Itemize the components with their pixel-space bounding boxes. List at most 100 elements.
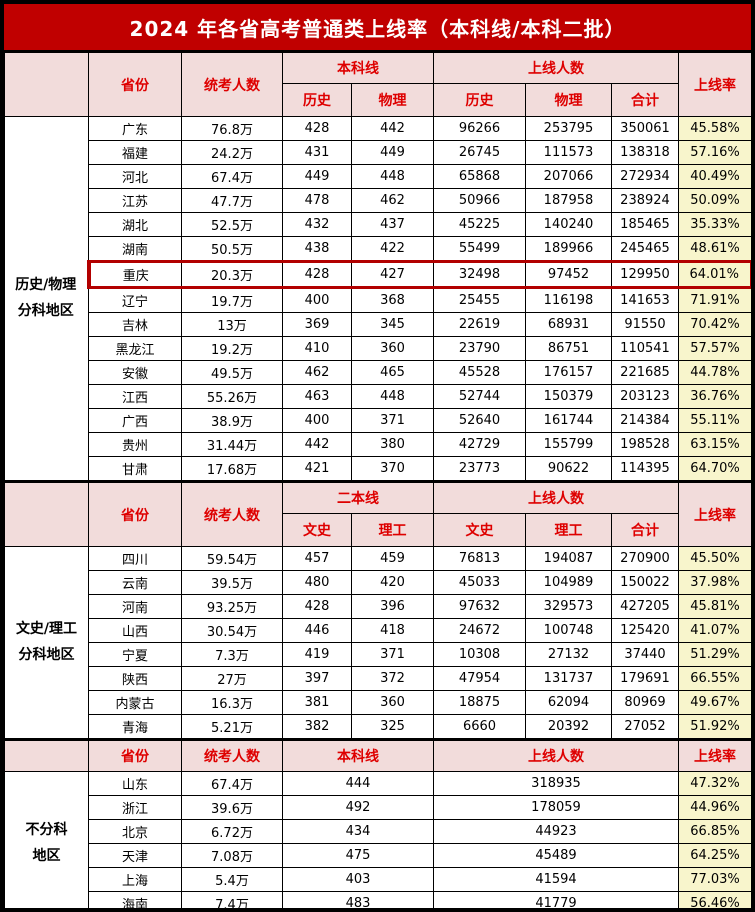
rate-cell: 37.98% xyxy=(678,570,751,595)
above-line-total-cell: 141653 xyxy=(611,287,679,313)
col-subheader-line-0: 历史 xyxy=(282,83,352,117)
table-row: 上海 5.4万 403 41594 77.03% xyxy=(5,867,751,892)
table-row: 青海 5.21万 382 325 6660 20392 27052 51.92% xyxy=(5,714,751,739)
above-line-total-cell: 272934 xyxy=(611,164,679,189)
province-cell: 浙江 xyxy=(88,795,182,820)
above-line-cell-1: 42729 xyxy=(433,432,526,457)
rate-cell: 41.07% xyxy=(678,618,751,643)
region-label-line: 历史/物理 xyxy=(15,277,77,294)
rate-cell: 45.81% xyxy=(678,594,751,619)
score-line-cell-1: 428 xyxy=(282,116,352,141)
score-line-cell-1: 449 xyxy=(282,164,352,189)
examinees-cell: 19.7万 xyxy=(181,287,283,313)
score-line-cell-1: 419 xyxy=(282,642,352,667)
province-cell: 辽宁 xyxy=(88,287,182,313)
province-cell: 青海 xyxy=(88,714,182,739)
table-title: 2024 年各省高考普通类上线率（本科线/本科二批） xyxy=(4,4,751,52)
province-cell: 云南 xyxy=(88,570,182,595)
table-row: 文史/理工 分科地区 四川 59.54万 457 459 76813 194087 270900… xyxy=(4,546,751,739)
above-line-cell-2: 187958 xyxy=(525,188,612,213)
above-line-cell-1: 45033 xyxy=(433,570,526,595)
col-subheader-above-1: 物理 xyxy=(525,83,612,117)
score-line-cell-2: 360 xyxy=(351,690,434,715)
examinees-cell: 47.7万 xyxy=(181,188,283,213)
province-cell: 天津 xyxy=(88,843,182,868)
col-header-above-line-group: 上线人数 xyxy=(433,481,679,514)
above-line-total-cell: 427205 xyxy=(611,594,679,619)
above-line-cell-2: 90622 xyxy=(525,456,612,481)
score-line-cell-2: 462 xyxy=(351,188,434,213)
examinees-cell: 49.5万 xyxy=(181,360,283,385)
province-cell: 宁夏 xyxy=(88,642,182,667)
score-line-cell-1: 446 xyxy=(282,618,352,643)
above-line-total-cell: 245465 xyxy=(611,236,679,262)
rate-cell: 44.96% xyxy=(678,795,751,820)
section-history-physics: 省份 统考人数 本科线 上线人数 上线率 历史 物理 历史 物理 合计 历史/物理 分科地区 广东 76.… xyxy=(4,52,751,481)
above-line-cell-2: 100748 xyxy=(525,618,612,643)
section-no-split: 省份 统考人数 本科线 上线人数 上线率 不分科 地区 山东 67.4万 444 318935 47.… xyxy=(4,739,751,908)
score-line-cell-2: 370 xyxy=(351,456,434,481)
examinees-cell: 6.72万 xyxy=(181,819,283,844)
score-line-cell-2: 437 xyxy=(351,212,434,237)
score-line-cell-2: 380 xyxy=(351,432,434,457)
above-line-total-cell: 350061 xyxy=(611,116,679,141)
score-line-cell-1: 382 xyxy=(282,714,352,739)
region-label: 历史/物理分科地区 xyxy=(4,116,89,481)
examinees-cell: 39.6万 xyxy=(181,795,283,820)
score-line-cell-2: 371 xyxy=(351,642,434,667)
province-cell: 湖北 xyxy=(88,212,182,237)
table-row: 北京 6.72万 434 44923 66.85% xyxy=(5,819,751,844)
above-line-cell-1: 52744 xyxy=(433,384,526,409)
above-line-cell-1: 45225 xyxy=(433,212,526,237)
rate-cell: 49.67% xyxy=(678,690,751,715)
rate-cell: 57.16% xyxy=(678,140,751,165)
rate-cell: 50.09% xyxy=(678,188,751,213)
above-line-cell-1: 50966 xyxy=(433,188,526,213)
above-line-cell: 45489 xyxy=(433,843,679,868)
score-line-cell-1: 480 xyxy=(282,570,352,595)
table-row: 重庆 20.3万 428 427 32498 97452 129950 64.01% xyxy=(5,260,751,289)
score-line-cell-2: 465 xyxy=(351,360,434,385)
col-subheader-above-2: 合计 xyxy=(611,513,679,547)
table-row: 陕西 27万 397 372 47954 131737 179691 66.55% xyxy=(5,666,751,691)
region-label-line: 分科地区 xyxy=(17,302,74,319)
col-header-rate: 上线率 xyxy=(678,481,751,547)
above-line-cell-2: 155799 xyxy=(525,432,612,457)
province-cell: 陕西 xyxy=(88,666,182,691)
rate-cell: 70.42% xyxy=(678,312,751,337)
score-line-cell-2: 422 xyxy=(351,236,434,262)
score-line-cell-1: 431 xyxy=(282,140,352,165)
score-line-cell-2: 442 xyxy=(351,116,434,141)
rate-cell: 35.33% xyxy=(678,212,751,237)
score-line-cell-1: 478 xyxy=(282,188,352,213)
rate-cell: 51.92% xyxy=(678,714,751,739)
province-cell: 上海 xyxy=(88,867,182,892)
col-header-above-line-group: 上线人数 xyxy=(433,52,679,84)
col-header-examinees: 统考人数 xyxy=(181,52,283,117)
data-table-2: 省份 统考人数 二本线 上线人数 上线率 文史 理工 文史 理工 合计 文史/理工 分科地区 四川 59.… xyxy=(4,481,751,739)
rate-cell: 55.11% xyxy=(678,408,751,433)
examinees-cell: 55.26万 xyxy=(181,384,283,409)
col-header-rate: 上线率 xyxy=(678,52,751,117)
above-line-cell-1: 26745 xyxy=(433,140,526,165)
above-line-cell-1: 18875 xyxy=(433,690,526,715)
province-cell: 广东 xyxy=(88,116,182,141)
rate-cell: 45.58% xyxy=(678,116,751,141)
score-line-cell-1: 421 xyxy=(282,456,352,481)
above-line-cell-2: 140240 xyxy=(525,212,612,237)
col-subheader-line-1: 理工 xyxy=(351,513,434,547)
score-line-cell-1: 463 xyxy=(282,384,352,409)
rate-cell: 57.57% xyxy=(678,336,751,361)
score-line-cell-2: 427 xyxy=(351,260,434,289)
province-cell: 吉林 xyxy=(88,312,182,337)
region-header-empty-cell xyxy=(4,52,89,117)
col-header-province: 省份 xyxy=(88,739,182,772)
above-line-cell-2: 150379 xyxy=(525,384,612,409)
col-header-province: 省份 xyxy=(88,481,182,547)
above-line-cell-2: 253795 xyxy=(525,116,612,141)
above-line-total-cell: 221685 xyxy=(611,360,679,385)
examinees-cell: 5.21万 xyxy=(181,714,283,739)
examinees-cell: 76.8万 xyxy=(181,116,283,141)
score-line-cell-2: 448 xyxy=(351,164,434,189)
